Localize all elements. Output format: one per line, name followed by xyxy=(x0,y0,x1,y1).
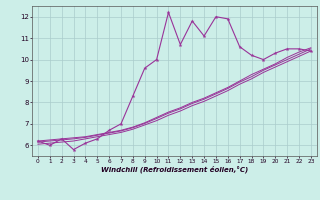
X-axis label: Windchill (Refroidissement éolien,°C): Windchill (Refroidissement éolien,°C) xyxy=(101,166,248,173)
